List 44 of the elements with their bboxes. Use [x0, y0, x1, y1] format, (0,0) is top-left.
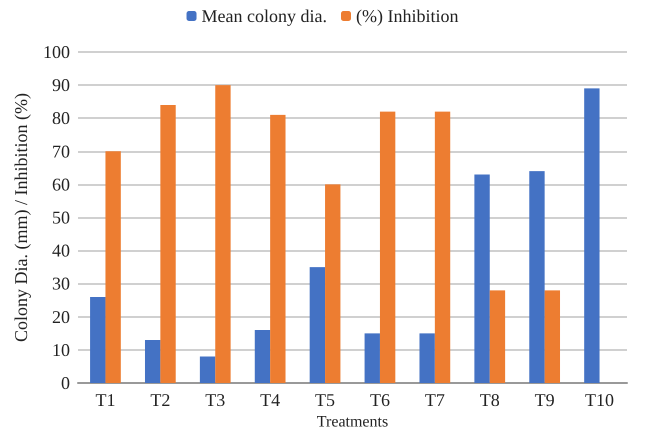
x-tick-label: T7: [424, 390, 445, 410]
bar: [105, 151, 121, 383]
bar: [90, 296, 106, 383]
bar: [364, 333, 380, 383]
y-tick-label: 60: [52, 174, 70, 194]
bar: [325, 184, 340, 383]
x-axis-title: Treatments: [316, 413, 388, 430]
bar: [490, 290, 506, 383]
legend-label: (%) Inhibition: [356, 6, 458, 26]
bar: [434, 112, 450, 383]
y-tick-label: 50: [52, 208, 70, 228]
y-tick-label: 80: [52, 108, 70, 128]
bar: [310, 267, 326, 383]
y-tick-label: 90: [52, 75, 70, 96]
legend-label: Mean colony dia.: [202, 6, 327, 26]
bar: [215, 85, 231, 383]
x-tick-label: T1: [95, 390, 116, 410]
bar: [144, 340, 160, 383]
x-tick-label: T9: [534, 390, 555, 410]
bar: [254, 330, 270, 383]
x-tick-label: T3: [205, 390, 226, 410]
bar: [200, 356, 216, 383]
y-tick-label: 30: [52, 274, 70, 294]
y-tick-label: 70: [52, 141, 70, 162]
y-axis-title: Colony Dia. (mm) / Inhibition (%): [11, 93, 31, 342]
x-tick-label: T6: [370, 390, 390, 410]
bar: [474, 174, 490, 383]
bar: [160, 104, 176, 383]
x-tick-label: T2: [150, 390, 170, 410]
y-tick-label: 40: [52, 240, 70, 261]
bar: [419, 333, 435, 383]
x-tick-label: T8: [480, 390, 500, 410]
bar: [584, 88, 600, 383]
y-tick-label: 0: [61, 373, 70, 393]
x-tick-label: T4: [260, 390, 280, 410]
x-tick-label: T5: [315, 390, 336, 410]
y-tick-label: 100: [43, 42, 70, 62]
y-tick-label: 20: [52, 306, 70, 327]
y-tick-label: 10: [52, 340, 70, 360]
x-tick-label: T10: [585, 390, 614, 410]
bar: [544, 290, 560, 383]
bar: [270, 114, 286, 383]
bar: [529, 171, 545, 383]
bar: [380, 112, 396, 383]
